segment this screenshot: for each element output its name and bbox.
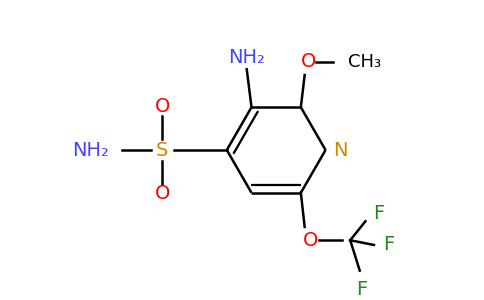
Text: N: N (333, 140, 348, 160)
Text: CH₃: CH₃ (348, 53, 381, 71)
Text: F: F (383, 236, 395, 254)
Text: S: S (156, 140, 168, 160)
Text: O: O (302, 231, 318, 250)
Text: O: O (301, 52, 316, 71)
Text: NH₂: NH₂ (72, 140, 109, 160)
Text: F: F (373, 204, 384, 223)
Text: NH₂: NH₂ (228, 48, 265, 68)
Text: O: O (154, 97, 170, 116)
Text: O: O (154, 184, 170, 203)
Text: F: F (356, 280, 367, 299)
